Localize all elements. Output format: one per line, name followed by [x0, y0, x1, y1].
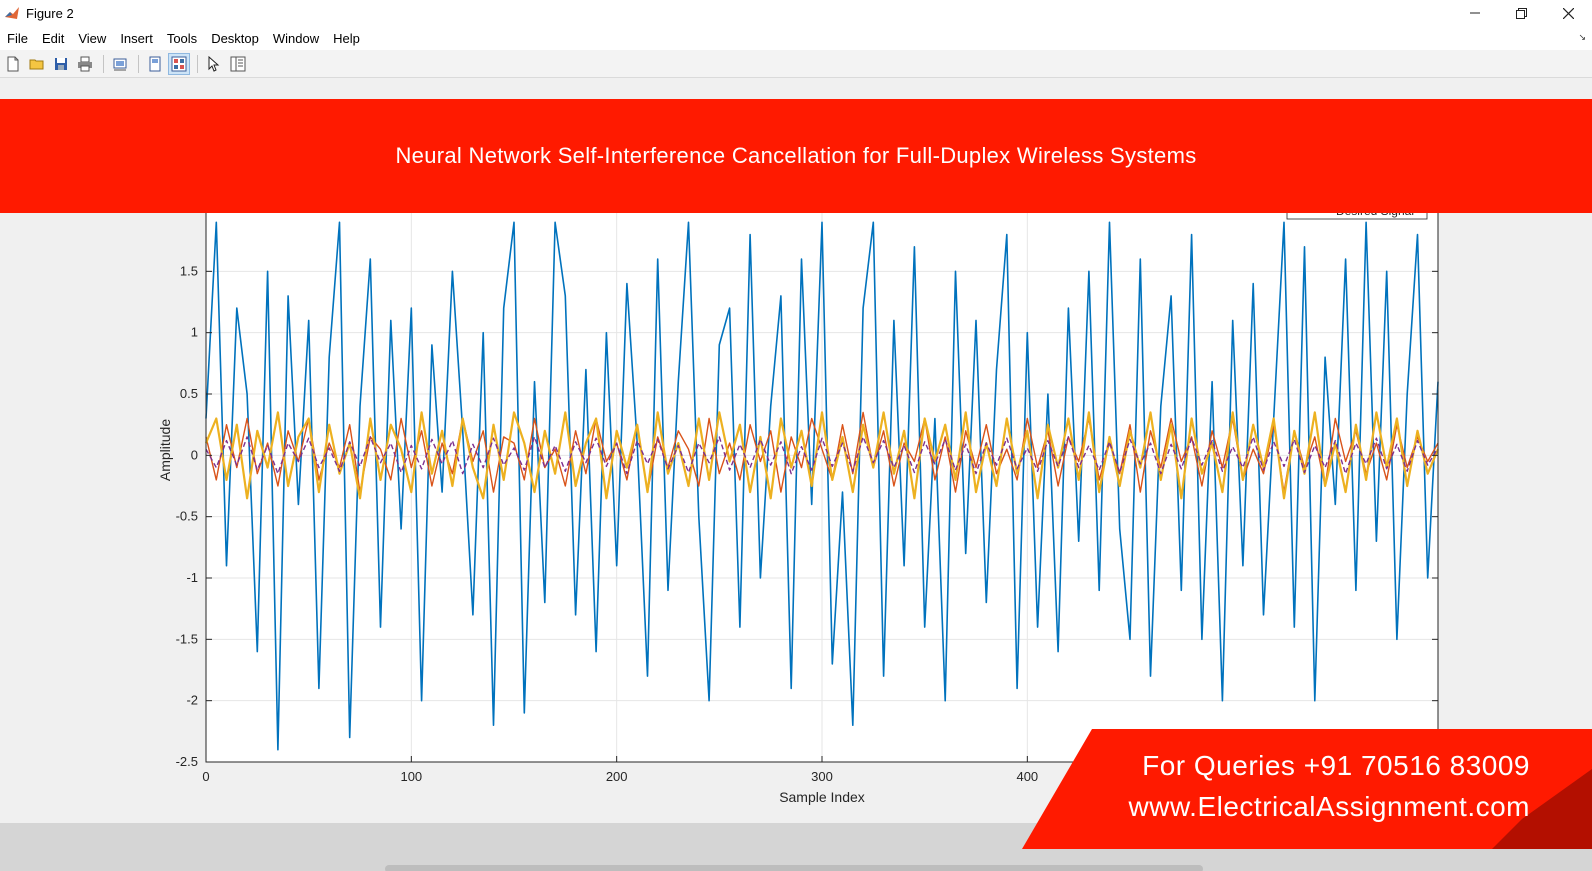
- series-layer: [204, 221, 1440, 751]
- contact-phone: For Queries +91 70516 83009: [1142, 750, 1530, 781]
- y-tick-label: 1.5: [180, 263, 198, 278]
- axis-ticks: 0 100 200 300 400 -2.5 -2 -1.5 -1 -0.5 0 0.5 1 1.5: [176, 263, 1438, 784]
- new-file-icon: [7, 56, 19, 71]
- menu-help[interactable]: Help: [333, 30, 360, 46]
- y-tick-label: -1: [186, 570, 198, 585]
- banner-title: Neural Network Self-Interference Cancell…: [395, 143, 1197, 168]
- save-button[interactable]: [50, 53, 72, 75]
- y-tick-label: -2: [186, 693, 198, 708]
- new-figure-button[interactable]: [2, 53, 24, 75]
- series-4[interactable]: [205, 436, 1439, 475]
- dock-icon: [149, 56, 161, 71]
- y-axis-label: Amplitude: [157, 419, 173, 481]
- menu-view[interactable]: View: [78, 30, 107, 46]
- toolbar-separator: [197, 54, 198, 73]
- window-title: Figure 2: [26, 5, 74, 21]
- y-tick-label: 1: [191, 325, 198, 340]
- plot-browser-icon: [230, 56, 246, 71]
- menu-insert[interactable]: Insert: [120, 30, 153, 46]
- title-bar: Figure 2: [0, 0, 1592, 26]
- x-axis-label: Sample Index: [779, 789, 865, 805]
- x-tick-label: 300: [811, 769, 833, 784]
- print-button[interactable]: [74, 53, 96, 75]
- x-tick-label: 400: [1016, 769, 1038, 784]
- contact-overlay: For Queries +91 70516 83009 www.Electric…: [1022, 729, 1592, 849]
- title-banner: Neural Network Self-Interference Cancell…: [0, 99, 1592, 213]
- printer-icon: [78, 56, 92, 71]
- toolbar-separator: [138, 54, 139, 73]
- y-tick-label: -1.5: [176, 631, 198, 646]
- matlab-icon: [4, 5, 20, 21]
- close-button[interactable]: [1545, 0, 1592, 26]
- property-inspector-button[interactable]: [168, 52, 190, 75]
- restore-button[interactable]: [1498, 0, 1545, 26]
- close-icon: [1563, 7, 1574, 19]
- y-tick-label: -2.5: [176, 754, 198, 769]
- x-tick-label: 200: [606, 769, 628, 784]
- toolbar-separator: [103, 54, 104, 73]
- y-tick-label: 0: [191, 447, 198, 462]
- dock-arrow-icon[interactable]: ↘: [1578, 32, 1586, 42]
- figure-toolbar: [0, 50, 1592, 78]
- open-file-button[interactable]: [26, 53, 48, 75]
- folder-icon: [29, 59, 44, 69]
- save-icon: [55, 57, 67, 70]
- plot-browser-button[interactable]: [227, 53, 249, 75]
- property-inspector-icon: [171, 56, 187, 71]
- x-tick-label: 0: [202, 769, 209, 784]
- edit-plot-button[interactable]: [203, 53, 225, 75]
- caption-strip: [385, 865, 1203, 871]
- y-tick-label: 0.5: [180, 386, 198, 401]
- window-controls: [1451, 0, 1592, 26]
- restore-icon: [1516, 7, 1527, 19]
- minimize-icon: [1469, 12, 1480, 14]
- print-preview-button[interactable]: [109, 53, 131, 75]
- minimize-button[interactable]: [1451, 0, 1498, 26]
- menu-window[interactable]: Window: [272, 30, 320, 46]
- series-desired-signal[interactable]: [205, 221, 1439, 751]
- menu-bar: File Edit View Insert Tools Desktop Wind…: [0, 26, 1592, 50]
- series-3[interactable]: [204, 411, 1440, 500]
- contact-website[interactable]: www.ElectricalAssignment.com: [1128, 791, 1530, 822]
- y-tick-label: -0.5: [176, 509, 198, 524]
- contact-text: For Queries +91 70516 83009 www.Electric…: [1129, 745, 1530, 827]
- x-tick-label: 100: [400, 769, 422, 784]
- cursor-arrow-icon: [208, 55, 220, 72]
- menu-desktop[interactable]: Desktop: [211, 30, 259, 46]
- contact-banner-shape: [1022, 729, 1592, 849]
- menu-file[interactable]: File: [7, 30, 28, 46]
- print-preview-icon: [113, 58, 127, 70]
- menu-edit[interactable]: Edit: [41, 30, 65, 46]
- menu-tools[interactable]: Tools: [166, 30, 198, 46]
- dock-figure-button[interactable]: [144, 53, 166, 75]
